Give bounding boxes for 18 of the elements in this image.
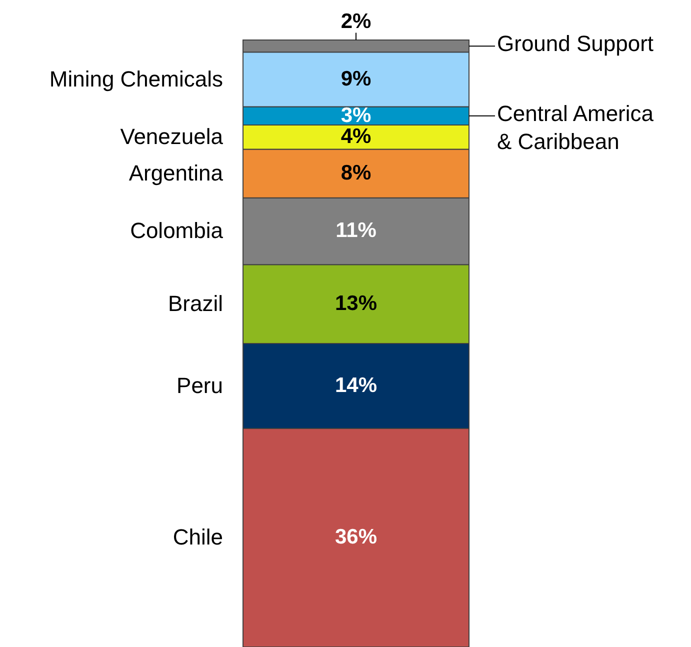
data-label: 2% bbox=[340, 10, 372, 33]
data-label: 36% bbox=[334, 526, 378, 549]
series-label: Central America & Caribbean bbox=[497, 100, 654, 154]
data-label: 13% bbox=[334, 292, 378, 316]
series-label: Venezuela bbox=[120, 124, 224, 150]
series-label: Peru bbox=[176, 372, 223, 398]
data-label: 9% bbox=[340, 67, 372, 90]
series-label: Chile bbox=[172, 524, 223, 550]
series-label: Argentina bbox=[128, 160, 224, 186]
data-label: 8% bbox=[340, 162, 372, 185]
series-label: Brazil bbox=[168, 291, 223, 316]
series-label: Ground Support bbox=[497, 31, 654, 56]
data-label: 3% bbox=[340, 104, 372, 127]
data-label: 14% bbox=[334, 374, 378, 397]
series-label: Colombia bbox=[130, 218, 224, 244]
data-label: 4% bbox=[340, 125, 372, 148]
data-label: 11% bbox=[336, 219, 377, 242]
series-label: Mining Chemicals bbox=[49, 66, 223, 92]
